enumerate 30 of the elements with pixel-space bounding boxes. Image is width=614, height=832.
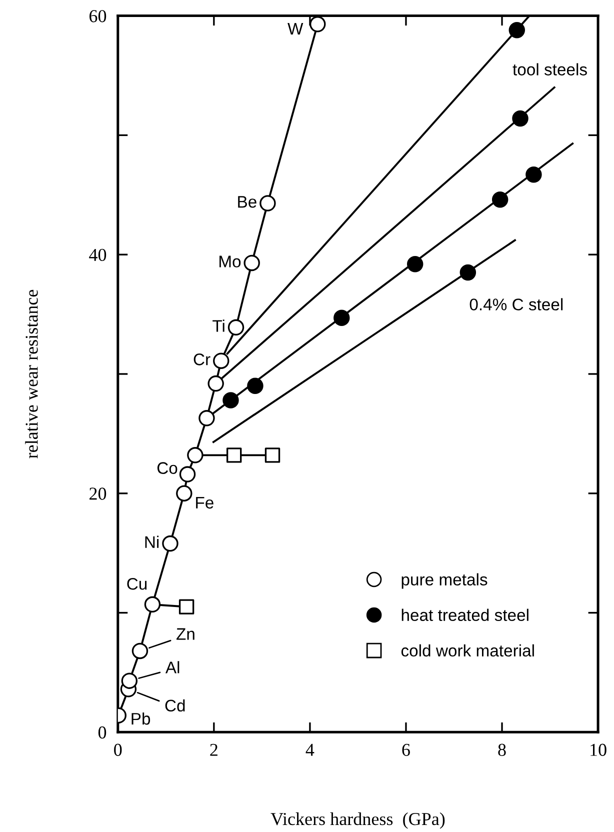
x-tick-label: 8 <box>498 744 506 756</box>
y-axis-title: relative wear resistance <box>25 290 38 458</box>
annotation: Ti <box>212 320 224 332</box>
y-tick-label: 60 <box>89 10 106 22</box>
annotation: Al <box>165 661 180 674</box>
annotation: tool steels <box>512 63 587 76</box>
legend-label: cold work material <box>401 644 534 657</box>
x-tick-label: 2 <box>210 744 218 756</box>
y-tick-label: 0 <box>98 726 106 739</box>
x-tick-label: 6 <box>402 744 410 756</box>
y-tick-label: 40 <box>89 248 106 262</box>
legend-label: heat treated steel <box>402 608 528 622</box>
annotation: Pb <box>132 712 150 725</box>
annotation: Mo <box>220 256 241 268</box>
annotation: Fe <box>196 496 214 509</box>
annotation: Zn <box>176 628 194 640</box>
x-axis-title: Vickers hardness (GPa) <box>270 812 445 829</box>
x-tick-label: 10 <box>590 744 606 756</box>
legend-label: pure metals <box>402 573 488 589</box>
x-tick-label: 4 <box>306 744 314 756</box>
x-tick-label: 0 <box>114 744 122 756</box>
annotation: Cr <box>194 354 210 366</box>
annotation: Cd <box>165 699 185 712</box>
annotation: Ni <box>145 536 159 548</box>
y-tick-label: 20 <box>90 488 106 500</box>
annotation: W <box>288 22 304 34</box>
annotation: Cu <box>127 578 147 590</box>
annotation: 0.4% C steel <box>470 298 563 310</box>
annotation: Be <box>238 196 256 208</box>
annotation: Co <box>157 462 178 474</box>
